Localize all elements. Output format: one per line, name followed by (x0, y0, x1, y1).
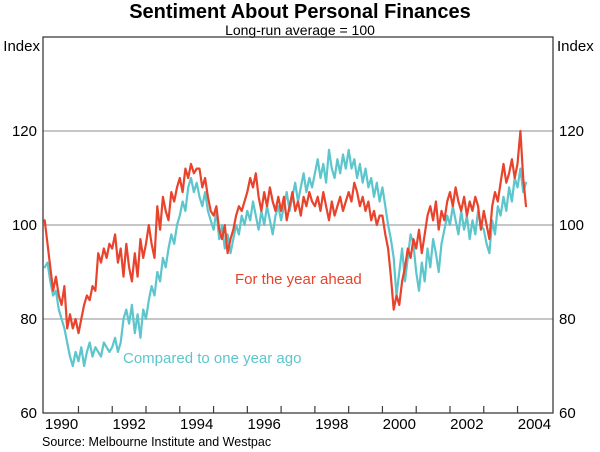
x-tick-label-1990: 1990 (45, 416, 78, 433)
y-tick-label-right-120: 120 (559, 123, 584, 140)
x-tick-label-1998: 1998 (315, 416, 348, 433)
y-axis-label-left: Index (3, 38, 40, 55)
x-tick-label-1994: 1994 (180, 416, 213, 433)
chart-subtitle: Long-run average = 100 (225, 22, 375, 38)
y-tick-label-right-100: 100 (559, 217, 584, 234)
source-note: Source: Melbourne Institute and Westpac (42, 435, 272, 449)
chart-title: Sentiment About Personal Finances (129, 1, 471, 23)
y-tick-label-left-60: 60 (20, 405, 37, 422)
series-line-compared-to-one-year-ago (43, 148, 528, 368)
y-tick-label-right-80: 80 (559, 311, 576, 328)
x-tick-label-1992: 1992 (112, 416, 145, 433)
x-tick-label-2004: 2004 (518, 416, 551, 433)
y-tick-label-left-100: 100 (12, 217, 37, 234)
y-tick-label-left-120: 120 (12, 123, 37, 140)
x-tick-label-2002: 2002 (450, 416, 483, 433)
y-tick-label-left-80: 80 (20, 311, 37, 328)
y-tick-label-right-60: 60 (559, 405, 576, 422)
x-tick-label-1996: 1996 (248, 416, 281, 433)
y-axis-label-right: Index (557, 38, 594, 55)
plot-frame (42, 36, 554, 414)
x-tick-label-2000: 2000 (383, 416, 416, 433)
series-label-one-year-ago: Compared to one year ago (123, 350, 302, 367)
series-line-for-the-year-ahead (43, 129, 528, 335)
series-label-year-ahead: For the year ahead (235, 271, 362, 288)
